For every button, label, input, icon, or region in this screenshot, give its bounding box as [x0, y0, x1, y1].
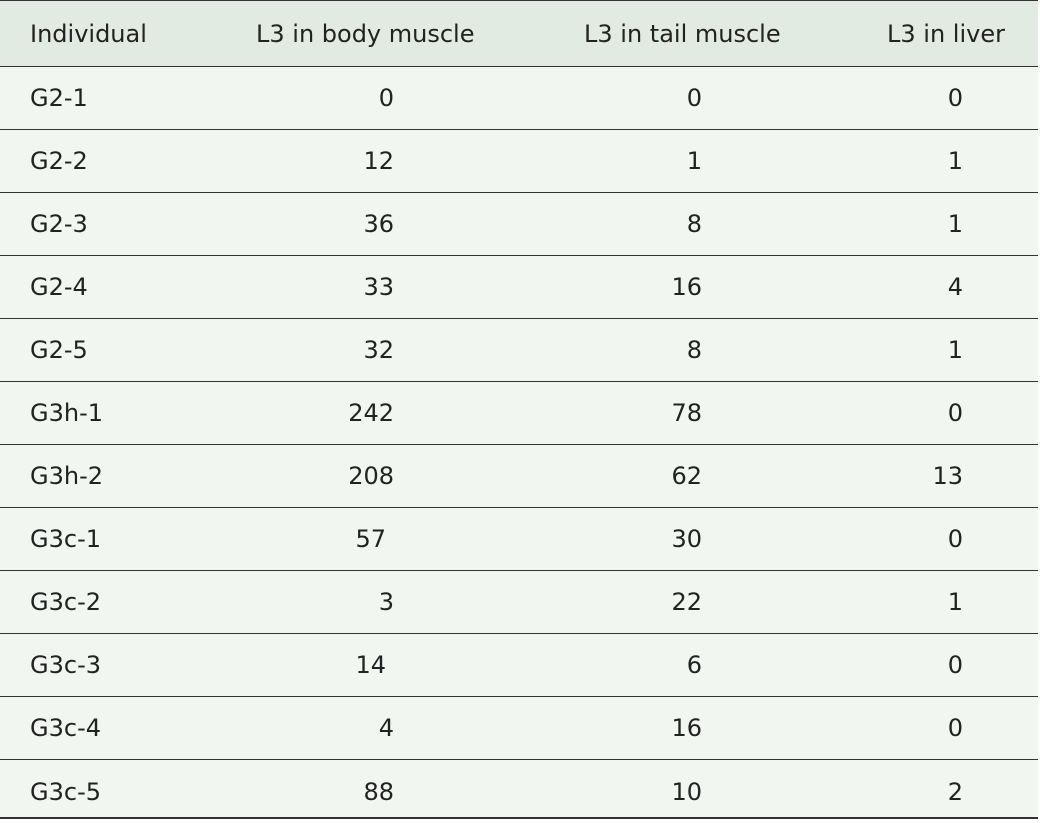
cell-tail-muscle: 1 — [686, 147, 702, 175]
cell-liver: 0 — [947, 651, 963, 679]
cell-body-muscle: 88 — [363, 777, 394, 806]
cell-body-muscle: 33 — [363, 273, 394, 301]
cell-individual: G2-4 — [30, 273, 88, 301]
header-individual: Individual — [30, 19, 147, 48]
cell-body-muscle: 4 — [378, 714, 394, 742]
cell-individual: G2-3 — [30, 210, 88, 238]
table-row: G2-1 0 0 0 — [0, 67, 1038, 130]
cell-body-muscle: 3 — [378, 588, 394, 616]
header-liver: L3 in liver — [887, 19, 1005, 48]
cell-individual: G3c-4 — [30, 714, 101, 742]
cell-tail-muscle: 10 — [671, 777, 702, 806]
cell-liver: 2 — [947, 777, 963, 806]
cell-liver: 1 — [947, 210, 963, 238]
cell-body-muscle: 242 — [348, 399, 394, 427]
cell-liver: 1 — [947, 588, 963, 616]
cell-liver: 1 — [947, 336, 963, 364]
cell-liver: 13 — [932, 462, 963, 490]
header-body-muscle: L3 in body muscle — [256, 19, 475, 48]
table-row: G3c-1 57 30 0 — [0, 508, 1038, 571]
table-row: G2-4 33 16 4 — [0, 256, 1038, 319]
cell-individual: G3c-1 — [30, 525, 101, 553]
table-row: G3c-5 88 10 2 — [0, 760, 1038, 823]
cell-tail-muscle: 6 — [686, 651, 702, 679]
cell-body-muscle: 36 — [363, 210, 394, 238]
table-row: G2-2 12 1 1 — [0, 130, 1038, 193]
cell-individual: G2-1 — [30, 84, 88, 112]
table-row: G3c-2 3 22 1 — [0, 571, 1038, 634]
cell-tail-muscle: 8 — [686, 336, 702, 364]
cell-individual: G3c-3 — [30, 651, 101, 679]
cell-individual: G2-5 — [30, 336, 88, 364]
cell-body-muscle: 12 — [363, 147, 394, 175]
table-row: G3c-4 4 16 0 — [0, 697, 1038, 760]
cell-tail-muscle: 0 — [686, 84, 702, 112]
cell-liver: 4 — [947, 273, 963, 301]
cell-individual: G2-2 — [30, 147, 88, 175]
cell-liver: 0 — [947, 525, 963, 553]
cell-tail-muscle: 62 — [671, 462, 702, 490]
cell-liver: 0 — [947, 714, 963, 742]
cell-body-muscle: 0 — [378, 84, 394, 112]
table-header-row: Individual L3 in body muscle L3 in tail … — [0, 1, 1038, 67]
cell-body-muscle: 14 — [355, 651, 386, 679]
table-row: G3h-2 208 62 13 — [0, 445, 1038, 508]
cell-tail-muscle: 30 — [671, 525, 702, 553]
cell-individual: G3h-1 — [30, 399, 104, 427]
table-row: G2-5 32 8 1 — [0, 319, 1038, 382]
cell-body-muscle: 57 — [355, 525, 386, 553]
cell-tail-muscle: 8 — [686, 210, 702, 238]
table-row: G3c-3 14 6 0 — [0, 634, 1038, 697]
cell-tail-muscle: 78 — [671, 399, 702, 427]
table-row: G3h-1 242 78 0 — [0, 382, 1038, 445]
cell-individual: G3h-2 — [30, 462, 104, 490]
cell-liver: 0 — [947, 84, 963, 112]
cell-body-muscle: 32 — [363, 336, 394, 364]
cell-tail-muscle: 16 — [671, 714, 702, 742]
table-row: G2-3 36 8 1 — [0, 193, 1038, 256]
cell-individual: G3c-5 — [30, 777, 101, 806]
cell-tail-muscle: 22 — [671, 588, 702, 616]
cell-tail-muscle: 16 — [671, 273, 702, 301]
cell-liver: 0 — [947, 399, 963, 427]
header-tail-muscle: L3 in tail muscle — [584, 19, 781, 48]
cell-body-muscle: 208 — [348, 462, 394, 490]
cell-individual: G3c-2 — [30, 588, 101, 616]
cell-liver: 1 — [947, 147, 963, 175]
